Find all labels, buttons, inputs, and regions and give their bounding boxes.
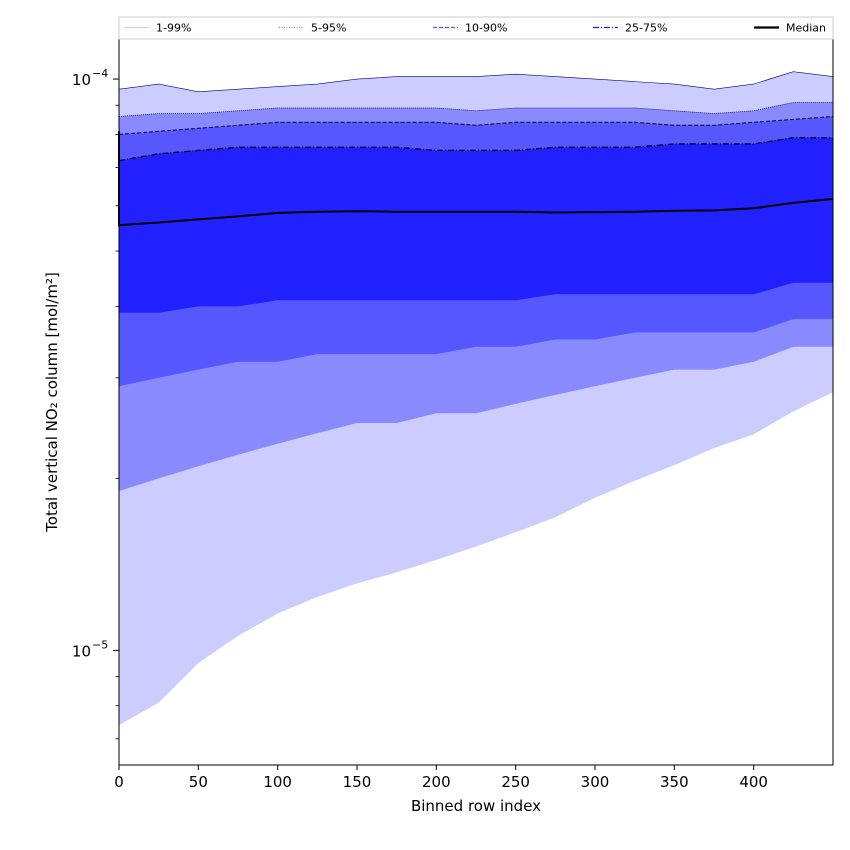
- y-tick-exponent: −5: [92, 638, 108, 651]
- band-edge-lines: [118, 71, 834, 162]
- edge-1-99-upper: [118, 71, 834, 93]
- legend-label: Median: [786, 22, 826, 35]
- median-line: [118, 131, 834, 227]
- x-axis: 0 50 100 150 200 250 300 350 400: [114, 765, 768, 791]
- edge-10-90-upper: [118, 116, 834, 135]
- band-25-75: [119, 137, 833, 313]
- legend-label: 25-75%: [625, 22, 667, 35]
- x-tick-label: 250: [501, 773, 530, 791]
- legend-label: 5-95%: [311, 22, 346, 35]
- x-tick-label: 0: [114, 773, 124, 791]
- median-layer: [118, 131, 834, 227]
- edge-25-75-upper: [118, 137, 833, 162]
- y-tick-exponent: −4: [92, 67, 108, 80]
- x-tick-label: 350: [660, 773, 689, 791]
- y-axis-label: Total vertical NO₂ column [mol/m²]: [43, 272, 61, 533]
- y-tick-label: 10: [72, 642, 91, 660]
- x-tick-label: 400: [739, 773, 768, 791]
- legend: 1-99% 5-95% 10-90% 25-75% Median: [118, 16, 834, 40]
- y-tick-label: 10: [72, 71, 91, 89]
- y-axis: 10−410−5: [72, 67, 119, 740]
- x-tick-label: 200: [422, 773, 451, 791]
- x-tick-label: 50: [189, 773, 208, 791]
- x-axis-label: Binned row index: [411, 797, 541, 815]
- legend-label: 1-99%: [156, 22, 191, 35]
- percentile-bands: [119, 71, 833, 726]
- legend-label: 10-90%: [465, 22, 507, 35]
- x-tick-label: 300: [581, 773, 610, 791]
- x-tick-label: 150: [343, 773, 372, 791]
- legend-box: [118, 16, 834, 40]
- x-tick-label: 100: [263, 773, 292, 791]
